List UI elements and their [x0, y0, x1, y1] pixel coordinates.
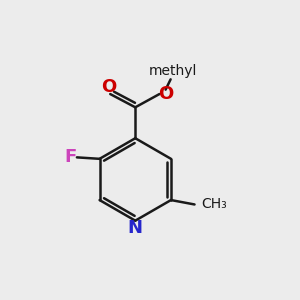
Text: CH₃: CH₃ [201, 197, 227, 212]
Text: methyl: methyl [148, 64, 197, 78]
Text: O: O [101, 78, 117, 96]
Text: F: F [64, 148, 76, 166]
Text: N: N [128, 219, 143, 237]
Text: O: O [159, 85, 174, 103]
